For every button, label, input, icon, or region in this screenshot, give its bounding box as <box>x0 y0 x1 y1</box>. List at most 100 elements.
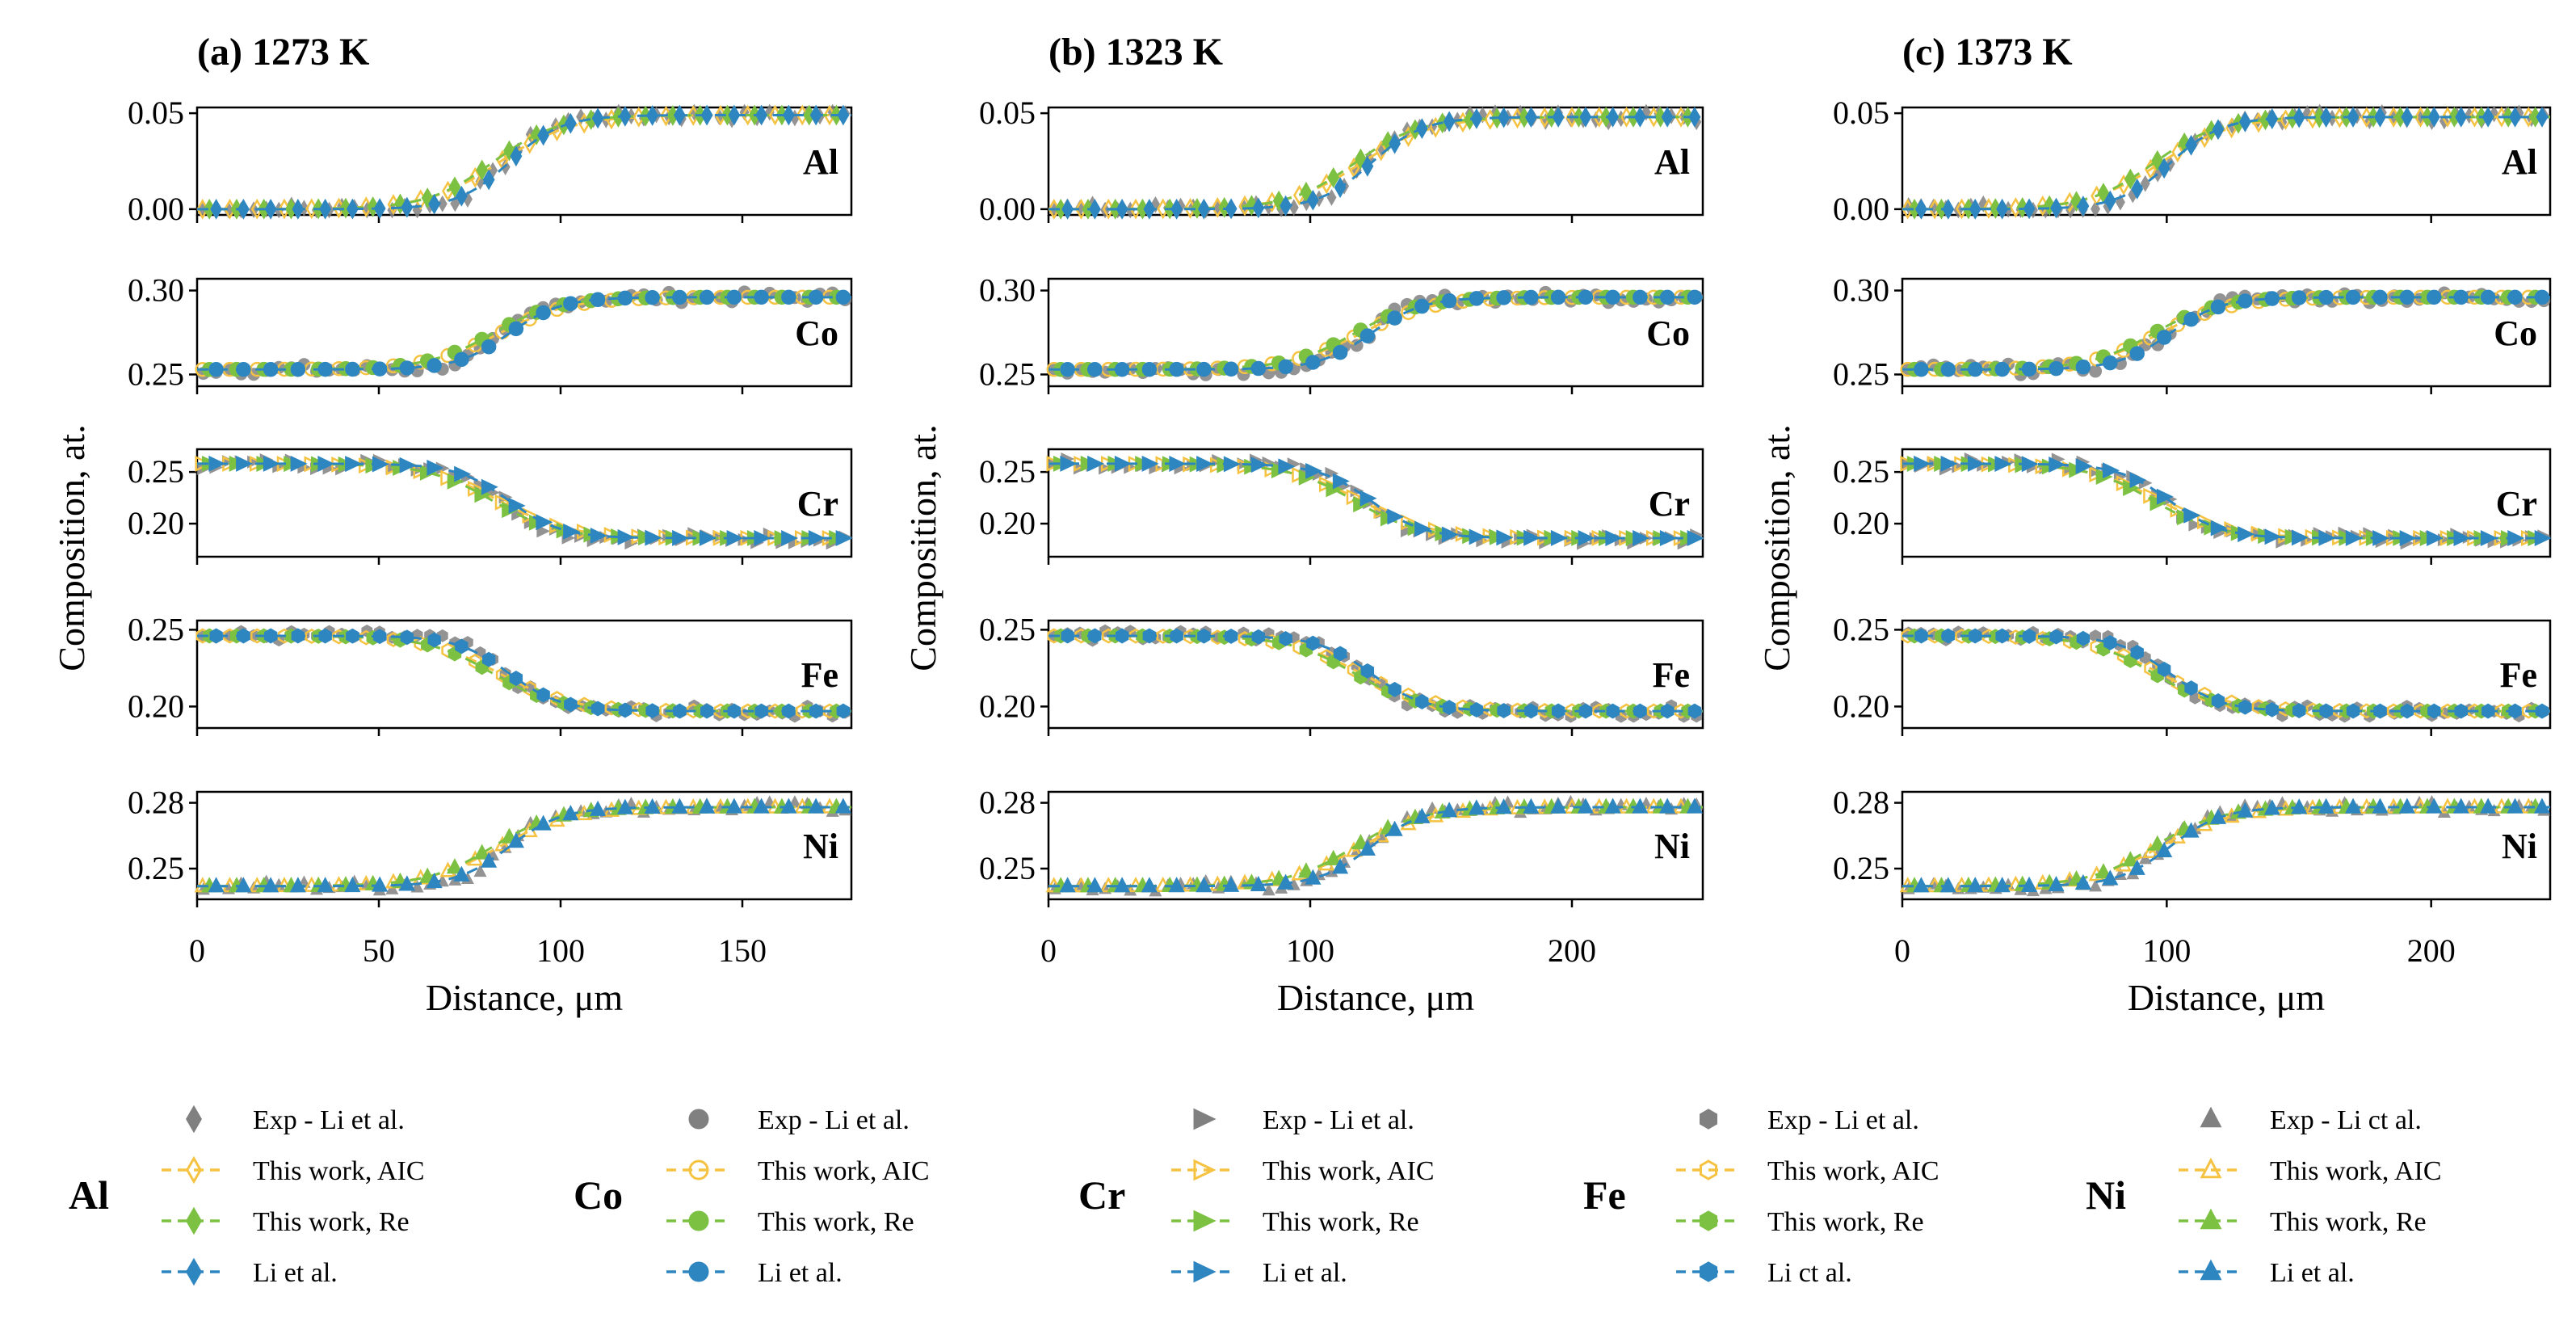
model-point <box>2319 703 2333 719</box>
model-point <box>419 867 436 883</box>
legend-entry: Exp - Li et al. <box>688 1105 910 1135</box>
model-point <box>1245 195 1258 217</box>
model-point <box>590 527 607 544</box>
model-point <box>1632 797 1649 814</box>
model-line <box>1048 462 1703 540</box>
element-label: Cr <box>797 484 838 524</box>
model-point <box>1969 628 1982 644</box>
model-point <box>618 702 632 718</box>
model-point <box>2291 529 2309 546</box>
y-tick-label: 0.25 <box>979 611 1036 647</box>
model-point <box>1279 630 1292 646</box>
chart-panels: (a) 1273 K 0.00 0.05 Al 0.25 0.30 Co 0.20 0.25 Cr… <box>51 31 2552 1018</box>
model-point <box>2151 149 2164 171</box>
model-point <box>2183 507 2201 524</box>
model-point <box>700 104 713 126</box>
model-point <box>2021 456 2039 473</box>
model-point <box>473 844 490 860</box>
series-aic <box>194 797 851 893</box>
model-line <box>197 806 851 888</box>
legend-entry: Li et al. <box>2179 1258 2355 1288</box>
model-point <box>1374 675 1388 692</box>
model-point <box>2185 134 2198 156</box>
model-point <box>1686 797 1703 814</box>
panel-title: (b) 1323 K <box>1048 31 1223 74</box>
exp-point <box>1288 199 1299 217</box>
legend-group-cr: Cr Exp - Li et al. This work, AIC This work… <box>1078 1105 1435 1288</box>
model-point <box>1607 106 1620 128</box>
model-line <box>197 462 851 540</box>
model-point <box>1169 361 1184 377</box>
model-point <box>1334 177 1347 198</box>
y-tick-label: 0.30 <box>979 272 1036 309</box>
model-point <box>699 797 716 814</box>
model-point <box>672 289 687 305</box>
y-tick-label: 0.20 <box>979 688 1036 724</box>
model-point <box>836 703 851 719</box>
model-point <box>291 628 305 644</box>
model-point <box>726 289 742 305</box>
model-line <box>1048 116 1703 211</box>
model-point <box>1320 649 1334 665</box>
model-point <box>2129 472 2147 489</box>
model-point <box>2398 797 2415 814</box>
model-point <box>755 104 768 126</box>
series-re <box>1048 106 1703 220</box>
legend-element: Co <box>574 1172 623 1218</box>
model-point <box>2238 699 2252 715</box>
model-point <box>645 290 660 305</box>
model-line <box>1902 296 2550 371</box>
model-line <box>1048 462 1703 540</box>
legend-label: This work, Re <box>758 1207 914 1237</box>
model-point <box>209 628 223 644</box>
model-point <box>2481 106 2494 128</box>
model-point <box>1524 107 1537 128</box>
x-tick-label: 0 <box>1040 932 1057 969</box>
model-line <box>197 296 851 371</box>
model-point <box>372 361 388 377</box>
model-point <box>1088 628 1102 644</box>
legend-marker <box>186 1155 202 1185</box>
model-point <box>1141 877 1158 893</box>
model-point <box>1441 802 1458 818</box>
model-point <box>535 814 552 831</box>
legend-entry: Li et al. <box>162 1257 338 1288</box>
exp-point <box>1451 527 1465 541</box>
axes-frame <box>1901 619 2552 730</box>
model-point <box>481 852 498 868</box>
model-point <box>2453 289 2469 305</box>
model-point <box>1359 840 1376 856</box>
exp-point <box>437 195 448 213</box>
y-tick-label: 0.00 <box>1833 191 1889 227</box>
model-point <box>2095 863 2112 879</box>
model-point <box>290 362 306 377</box>
y-tick-label: 0.05 <box>1833 95 1889 131</box>
model-point <box>2122 851 2139 867</box>
model-point <box>2103 462 2120 479</box>
model-point <box>2184 680 2198 696</box>
model-point <box>1327 166 1340 188</box>
model-point <box>2345 289 2361 305</box>
model-point <box>1414 807 1431 823</box>
model-point <box>2210 299 2226 315</box>
model-point <box>1496 529 1514 546</box>
model-point <box>672 529 690 546</box>
model-point <box>1388 681 1401 697</box>
model-point <box>1141 362 1158 377</box>
model-line <box>1902 116 2550 211</box>
series-re <box>197 455 851 546</box>
model-point <box>2372 529 2390 546</box>
model-point <box>2022 628 2036 644</box>
axes-frame <box>195 277 853 388</box>
model-point <box>2116 648 2131 663</box>
y-tick-label: 0.25 <box>128 356 184 392</box>
series-li <box>1902 289 2550 377</box>
model-point <box>1687 530 1704 546</box>
model-point <box>1223 361 1239 377</box>
model-line <box>1902 806 2550 888</box>
series-li <box>1902 628 2550 719</box>
model-point <box>2266 108 2279 129</box>
model-point <box>2128 859 2145 875</box>
series-li <box>1048 628 1703 719</box>
axes-frame <box>1901 106 2552 217</box>
